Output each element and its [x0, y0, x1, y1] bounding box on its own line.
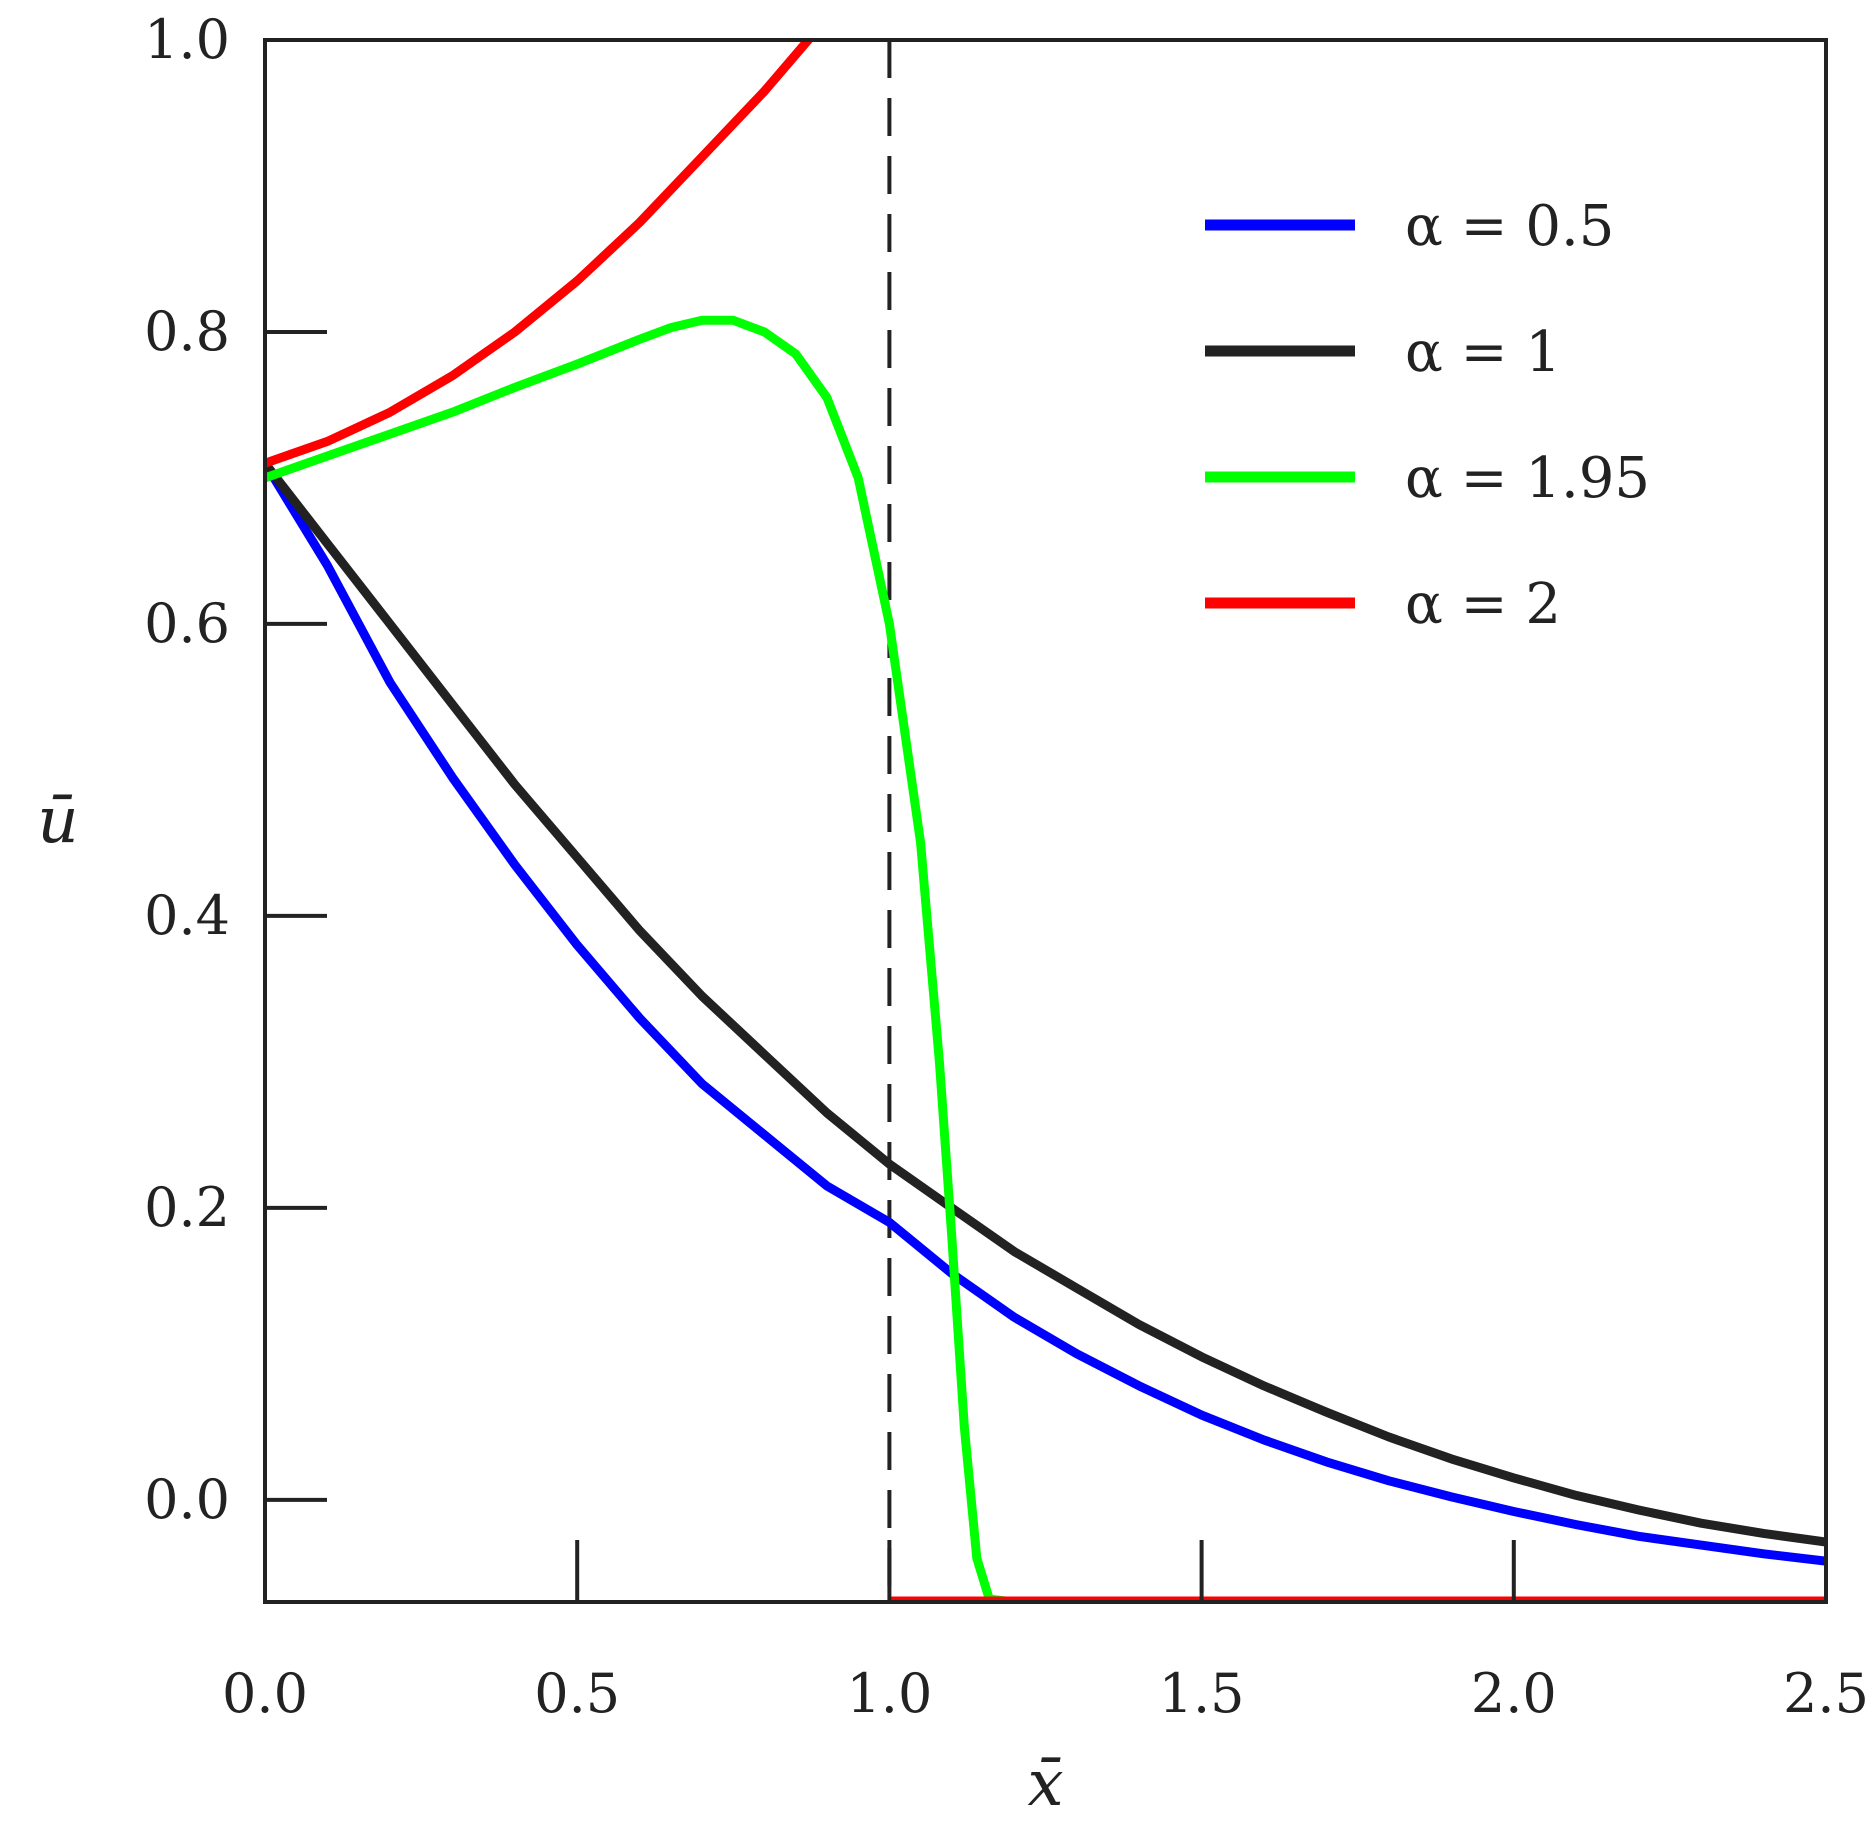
- legend-label-0: α = 0.5: [1405, 194, 1614, 259]
- y-axis-label: ū: [37, 784, 78, 858]
- x-axis-label: x̄: [1027, 1747, 1063, 1821]
- y-tick-label-1: 0.2: [144, 1176, 230, 1239]
- x-tick-label-0: 0.0: [222, 1662, 308, 1725]
- x-tick-label-5: 2.5: [1783, 1662, 1868, 1725]
- y-tick-label-2: 0.4: [144, 884, 230, 947]
- series-line-3: [265, 40, 815, 468]
- x-tick-label-4: 2.0: [1471, 1662, 1557, 1725]
- series-line-0: [265, 458, 1826, 1566]
- plot-frame: [263, 38, 1828, 1604]
- series-line-1: [265, 458, 1826, 1547]
- x-tick-label-2: 1.0: [846, 1662, 932, 1725]
- series-line-2: [265, 315, 1826, 1602]
- x-tick-label-1: 0.5: [534, 1662, 620, 1725]
- y-tick-label-3: 0.6: [144, 592, 230, 655]
- legend: α = 0.5 α = 1 α = 1.95 α = 2: [1205, 194, 1650, 637]
- legend-label-1: α = 1: [1405, 320, 1561, 385]
- y-tick-label-4: 0.8: [144, 300, 230, 363]
- y-tick-label-0: 0.0: [144, 1468, 230, 1531]
- axes: 0.0 0.5 1.0 1.5 2.0 2.5 0.0 0.2 0.4 0.6 0.8 1.0 x̄ ū: [37, 8, 1868, 1821]
- legend-label-2: α = 1.95: [1405, 446, 1650, 511]
- x-tick-label-3: 1.5: [1159, 1662, 1245, 1725]
- plot-area: [265, 40, 1826, 1602]
- y-tick-label-5: 1.0: [144, 8, 230, 71]
- legend-label-3: α = 2: [1405, 572, 1561, 637]
